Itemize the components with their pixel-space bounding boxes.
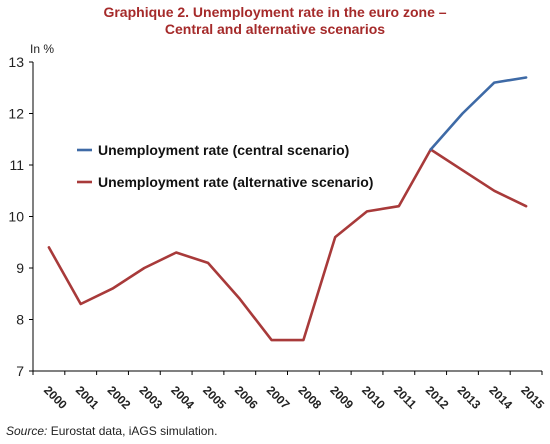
chart-subtitle: Central and alternative scenarios (164, 21, 386, 37)
y-tick-label: 8 (16, 312, 24, 328)
x-tick-label: 2003 (136, 383, 165, 412)
y-tick-label: 13 (8, 54, 24, 70)
y-tick-label: 9 (16, 260, 24, 276)
source-note: Source: Eurostat data, iAGS simulation. (6, 424, 217, 438)
y-tick-label: 10 (8, 209, 24, 225)
x-tick-label: 2010 (359, 383, 388, 412)
series-line-1 (429, 76, 528, 151)
legend-label: Unemployment rate (central scenario) (98, 142, 349, 158)
x-tick-label: 2000 (41, 383, 70, 412)
x-tick-label: 2006 (232, 383, 261, 412)
x-tick-label: 2012 (423, 383, 452, 412)
source-text: Eurostat data, iAGS simulation. (47, 424, 218, 438)
y-tick-label: 12 (8, 106, 24, 122)
x-tick-label: 2008 (296, 383, 325, 412)
x-tick-label: 2015 (518, 383, 547, 412)
chart-title: Graphique 2. Unemployment rate in the eu… (103, 4, 447, 20)
legend-label: Unemployment rate (alternative scenario) (98, 174, 373, 190)
chart-title-block: Graphique 2. Unemployment rate in the eu… (0, 4, 550, 38)
y-tick-label: 7 (16, 363, 24, 379)
x-tick-label: 2004 (168, 383, 197, 412)
x-tick-label: 2005 (200, 383, 229, 412)
x-tick-label: 2002 (105, 383, 134, 412)
series-line-0 (47, 148, 528, 342)
x-tick-label: 2013 (455, 383, 484, 412)
x-tick-label: 2014 (486, 383, 515, 412)
source-label: Source: (6, 424, 48, 438)
y-axis-label: In % (30, 42, 54, 56)
x-tick-label: 2001 (73, 383, 102, 412)
chart-legend: Unemployment rate (central scenario) Unem… (77, 142, 373, 190)
y-tick-label: 11 (9, 157, 24, 173)
x-tick-label: 2009 (327, 383, 356, 412)
x-tick-label: 2011 (391, 383, 420, 412)
x-tick-label: 2007 (264, 383, 293, 412)
chart-series (47, 76, 528, 342)
